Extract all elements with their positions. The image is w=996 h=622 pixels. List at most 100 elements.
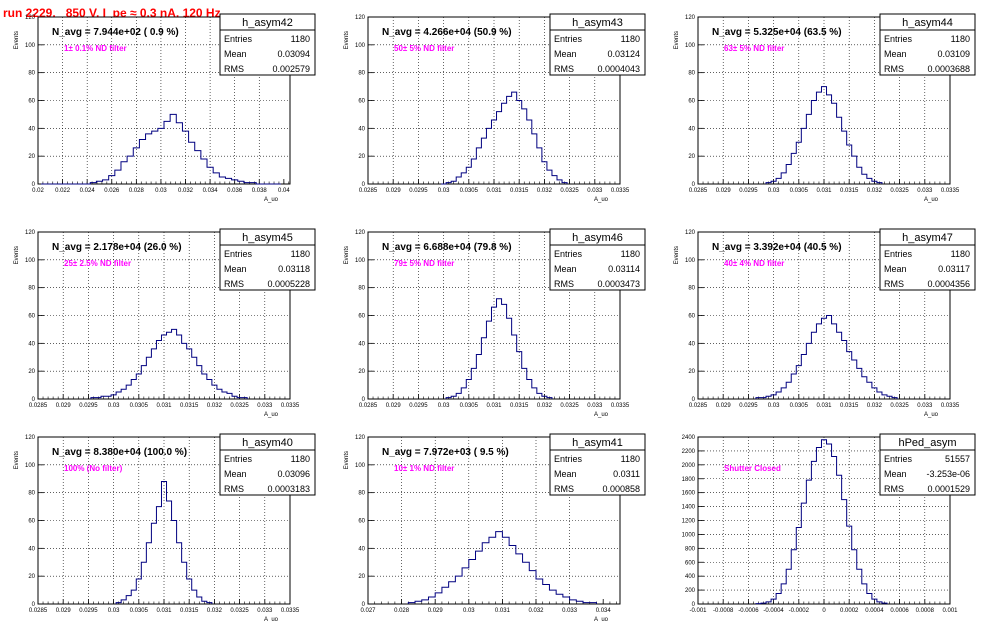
- y-tick-label: 1800: [682, 477, 696, 483]
- x-tick-label: 0.029: [716, 188, 732, 194]
- y-tick-label: 120: [685, 230, 696, 236]
- y-tick-label: 0: [32, 182, 36, 188]
- x-tick-label: 0.031: [156, 608, 172, 614]
- filter-annotation: 1± 0.1% ND filter: [64, 44, 127, 53]
- x-tick-label: 0.032: [537, 403, 553, 409]
- x-tick-label: 0.0305: [460, 403, 479, 409]
- filter-annotation: Shutter Closed: [724, 464, 781, 473]
- stats-value-rms: 0.0005228: [267, 279, 310, 289]
- stats-box: [879, 13, 976, 76]
- y-tick-label: 2400: [682, 435, 696, 441]
- y-tick-label: 100: [355, 463, 366, 469]
- stats-value-entries: 1180: [291, 249, 310, 259]
- y-tick-label: 80: [28, 286, 35, 292]
- y-tick-label: 40: [358, 546, 365, 552]
- stats-label-entries: Entries: [554, 249, 583, 259]
- x-tick-label: 0.034: [596, 608, 612, 614]
- histogram-line: [90, 328, 248, 399]
- y-tick-label: 100: [685, 258, 696, 264]
- histogram-name: h_asym47: [902, 232, 953, 244]
- x-tick-label: -0.0008: [713, 608, 734, 614]
- y-tick-label: 60: [28, 99, 35, 105]
- x-tick-label: 0.032: [178, 188, 194, 194]
- histogram-panel-h_asym41: 0.027 0.028 0.029 0.03 0.031 0.032 0.033 0.034 0…: [344, 433, 646, 622]
- stats-value-entries: 1180: [951, 249, 970, 259]
- stats-label-mean: Mean: [884, 49, 907, 59]
- histogram-name: h_asym42: [242, 17, 293, 29]
- y-tick-label: 60: [28, 314, 35, 320]
- x-tick-label: 0.029: [428, 608, 444, 614]
- x-tick-label: 0.031: [816, 403, 832, 409]
- y-tick-label: 120: [25, 15, 36, 21]
- x-tick-label: 0.03: [108, 608, 120, 614]
- x-tick-label: 0.0002: [840, 608, 859, 614]
- stats-label-rms: RMS: [884, 279, 904, 289]
- x-tick-label: 0.032: [207, 403, 223, 409]
- filter-annotation: 63± 5% ND filter: [724, 44, 784, 53]
- x-tick-label: 0.04: [278, 188, 290, 194]
- histogram-panel-h_asym46: 0.0285 0.029 0.0295 0.03 0.0305 0.031 0.0315 0.…: [344, 228, 646, 418]
- y-tick-label: 40: [28, 126, 35, 132]
- n-avg-label: N_avg = 4.266e+04 (50.9 %): [382, 27, 512, 38]
- n-avg-label: N_avg = 7.972e+03 ( 9.5 %): [382, 447, 509, 458]
- stats-value-rms: 0.0003473: [597, 279, 640, 289]
- stats-value-rms: 0.0003183: [267, 484, 310, 494]
- y-axis-title: Events: [14, 31, 20, 49]
- stats-label-entries: Entries: [224, 249, 253, 259]
- x-tick-label: 0.02: [32, 188, 44, 194]
- stats-value-rms: 0.0003688: [927, 64, 970, 74]
- x-tick-label: 0.034: [203, 188, 219, 194]
- x-tick-label: 0.0335: [611, 188, 630, 194]
- y-tick-label: 200: [685, 588, 696, 594]
- y-tick-label: 20: [358, 574, 365, 580]
- stats-label-rms: RMS: [884, 64, 904, 74]
- x-tick-label: 0.0006: [890, 608, 909, 614]
- y-tick-label: 1000: [682, 532, 696, 538]
- x-tick-label: 0.0305: [790, 403, 809, 409]
- y-tick-label: 600: [685, 560, 696, 566]
- x-axis-title: A_uo: [264, 412, 279, 418]
- stats-box: [879, 228, 976, 291]
- y-tick-label: 20: [688, 154, 695, 160]
- y-tick-label: 40: [358, 126, 365, 132]
- x-tick-label: 0.029: [56, 608, 72, 614]
- stats-value-rms: 0.000858: [602, 484, 640, 494]
- stats-box: [879, 433, 976, 496]
- y-tick-label: 80: [688, 286, 695, 292]
- histogram-name: h_asym46: [572, 232, 623, 244]
- x-tick-label: 0.0295: [409, 188, 428, 194]
- x-tick-label: 0.0295: [409, 403, 428, 409]
- stats-label-rms: RMS: [224, 279, 244, 289]
- filter-annotation: 40± 4% ND filter: [724, 259, 784, 268]
- x-axis-title: A_uo: [264, 197, 279, 203]
- y-tick-label: 0: [362, 182, 366, 188]
- x-tick-label: 0.038: [252, 188, 268, 194]
- stats-value-mean: 0.03096: [277, 469, 310, 479]
- x-tick-label: 0.0325: [560, 188, 579, 194]
- y-tick-label: 40: [358, 341, 365, 347]
- stats-box: [219, 13, 316, 76]
- x-tick-label: 0.0335: [941, 403, 960, 409]
- stats-value-mean: 0.0311: [613, 469, 640, 479]
- y-tick-label: 40: [28, 546, 35, 552]
- stats-label-rms: RMS: [554, 484, 574, 494]
- y-tick-label: 0: [32, 602, 36, 608]
- stats-label-mean: Mean: [554, 469, 577, 479]
- y-tick-label: 0: [692, 602, 696, 608]
- stats-value-entries: 51557: [945, 454, 970, 464]
- x-axis-title: A_uo: [594, 412, 609, 418]
- x-tick-label: 0.0295: [739, 188, 758, 194]
- filter-annotation: 25± 2.5% ND filter: [64, 259, 131, 268]
- stats-value-entries: 1180: [621, 454, 640, 464]
- x-tick-label: 0.033: [562, 608, 578, 614]
- stats-box: [549, 13, 646, 76]
- histogram-panel-h_asym47: 0.0285 0.029 0.0295 0.03 0.0305 0.031 0.0315 0.…: [674, 228, 976, 418]
- stats-label-entries: Entries: [224, 454, 253, 464]
- y-tick-label: 20: [28, 154, 35, 160]
- x-axis-title: A_uo: [594, 197, 609, 203]
- stats-box: [549, 228, 646, 291]
- histogram-line: [115, 481, 213, 604]
- x-tick-label: 0.0335: [281, 608, 300, 614]
- y-axis-title: Events: [14, 246, 20, 264]
- x-tick-label: 0.028: [394, 608, 410, 614]
